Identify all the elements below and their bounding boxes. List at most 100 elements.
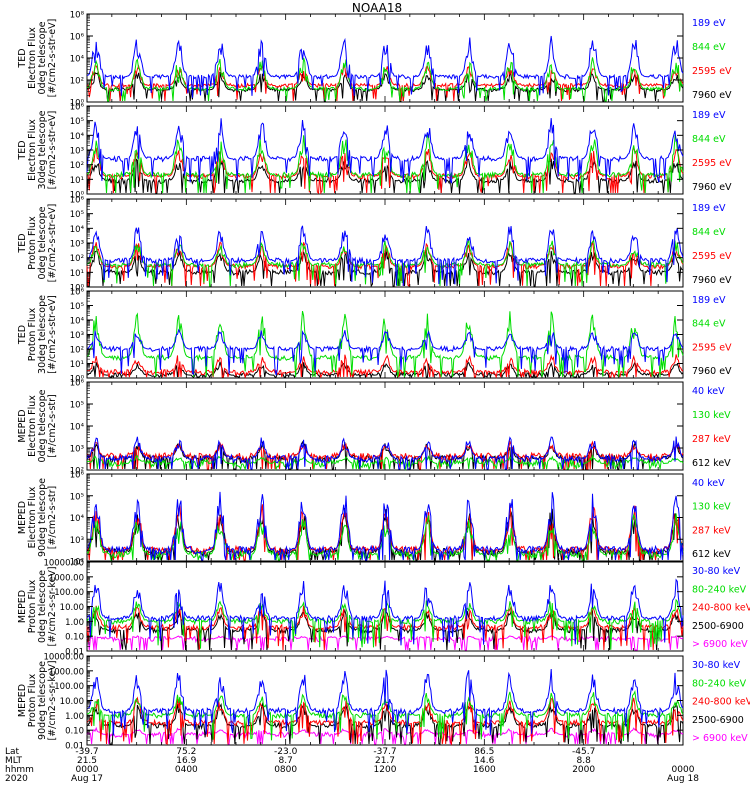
- legend-entry: 189 eV: [692, 18, 726, 29]
- ytick-label: 1.00: [65, 618, 84, 628]
- ytick-label: 10²: [70, 467, 84, 477]
- series-meped-e-90-3: [86, 491, 684, 561]
- footer-hhmm: 0800: [274, 765, 297, 775]
- ytick-label: 0.10: [65, 633, 84, 643]
- ylabel-line: TED: [17, 325, 28, 345]
- footer-lat: -45.7: [572, 747, 595, 757]
- ytick-label: 0.10: [65, 727, 84, 737]
- ytick-label: 10⁶: [70, 103, 85, 113]
- ylabel-line: 90deg telescope: [37, 478, 48, 557]
- ylabel-line: 0deg telescope: [37, 389, 48, 462]
- series-meped-p-90-0: [86, 726, 684, 745]
- footer-mlt: 21.7: [375, 756, 395, 766]
- ytick-label: 10¹: [70, 269, 84, 279]
- series-ted-p-30-3: [86, 328, 684, 376]
- ytick-label: 10⁴: [70, 132, 85, 142]
- footer-row-label: Lat: [5, 747, 20, 757]
- ytick-label: 10⁶: [70, 196, 85, 206]
- footer-mlt: 8.8: [577, 756, 592, 766]
- legend-entry: 287 keV: [692, 434, 731, 445]
- ytick-label: 10³: [70, 240, 84, 250]
- ylabel-line: MEPED: [17, 501, 28, 534]
- footer-hhmm: 0000: [672, 765, 695, 775]
- ylabel: TEDProton Flux0deg telescope[#/cm2-s-str…: [17, 204, 58, 283]
- ylabel-line: Proton Flux: [27, 673, 38, 727]
- ylabel-line: Proton Flux: [27, 579, 38, 633]
- ytick-label: 1000.00: [49, 667, 84, 677]
- ylabel-line: [#/cm2-s-str]: [47, 486, 58, 549]
- series-ted-p-0-2: [86, 238, 684, 287]
- legend-entry: 40 keV: [692, 386, 725, 397]
- ytick-label: 10⁶: [70, 471, 85, 481]
- ylabel-line: [#/cm2-s-sr-keV]: [47, 660, 58, 740]
- ytick-label: 0.01: [65, 742, 84, 752]
- footer-row-label: hhmm: [5, 765, 34, 775]
- panel-frame: [86, 13, 684, 103]
- series-meped-p-0-3: [86, 598, 684, 650]
- ytick-label: 10³: [70, 147, 84, 157]
- ytick-label: 1.00: [65, 712, 84, 722]
- legend-entry: 240-800 keV: [692, 603, 750, 614]
- footer-date-start: Aug 17: [71, 774, 103, 784]
- ylabel-line: MEPED: [17, 409, 28, 442]
- footer-hhmm: 0000: [76, 765, 99, 775]
- ytick-label: 10⁰: [70, 191, 85, 201]
- footer-date-end: Aug 18: [667, 774, 699, 784]
- ylabel-line: Electron Flux: [27, 119, 38, 181]
- ytick-label: 10²: [70, 254, 84, 264]
- legend-entry: 612 keV: [692, 458, 731, 469]
- legend-entry: 844 eV: [692, 319, 726, 330]
- legend-entry: 189 eV: [692, 295, 726, 306]
- ylabel-line: 0deg telescope: [37, 206, 48, 279]
- ylabel-line: Electron Flux: [27, 486, 38, 548]
- panel-meped-p-0: 0.010.101.0010.00100.001000.0010000.00ME…: [17, 559, 750, 658]
- ytick-label: 10⁴: [70, 514, 85, 524]
- ylabel-line: Electron Flux: [27, 27, 38, 89]
- ytick-label: 10²: [70, 558, 84, 568]
- legend-entry: 2595 eV: [692, 158, 732, 169]
- series-ted-e-0-3: [86, 35, 684, 98]
- legend-entry: 30-80 keV: [692, 566, 741, 577]
- ytick-label: 10²: [70, 346, 84, 356]
- legend-entry: 2595 eV: [692, 251, 732, 262]
- series-meped-p-90-4: [86, 668, 684, 736]
- legend-entry: 7960 eV: [692, 182, 732, 193]
- legend-entry: 7960 eV: [692, 366, 732, 377]
- ytick-label: 10⁵: [70, 302, 84, 312]
- series-meped-p-90-2: [86, 696, 684, 746]
- ylabel-line: 0deg telescope: [37, 21, 48, 94]
- footer-hhmm: 2000: [572, 765, 595, 775]
- ylabel-line: 90deg telescope: [37, 661, 48, 740]
- ytick-label: 10⁴: [70, 55, 85, 65]
- ytick-label: 10⁶: [70, 288, 85, 298]
- series-meped-p-0-4: [86, 578, 684, 646]
- legend-entry: > 6900 keV: [692, 733, 748, 744]
- ytick-label: 10⁵: [70, 210, 84, 220]
- footer-hhmm: 1200: [374, 765, 397, 775]
- ylabel: MEPEDElectron Flux90deg telescope[#/cm2-…: [17, 478, 58, 557]
- footer-lat: 86.5: [474, 747, 494, 757]
- ytick-label: 10⁵: [70, 117, 84, 127]
- legend-entry: 80-240 keV: [692, 584, 747, 595]
- footer-mlt: 16.9: [176, 756, 196, 766]
- series-ted-p-30-1: [86, 353, 684, 379]
- panel-ted-e-30: 10⁰ 10¹ 10² 10³ 10⁴ 10⁵ 10⁶ TEDElectron Flux30d…: [17, 103, 732, 201]
- series-ted-e-30-2: [86, 134, 684, 194]
- ytick-label: 0.01: [65, 648, 84, 658]
- ytick-label: 1000.00: [49, 573, 84, 583]
- ytick-label: 10²: [70, 77, 84, 87]
- ylabel-line: MEPED: [17, 590, 28, 623]
- panel-meped-e-90: 10² 10³ 10⁴ 10⁵ 10⁶ MEPEDElectron Flux90deg t…: [17, 471, 731, 568]
- legend-entry: 130 keV: [692, 502, 731, 513]
- series-ted-e-0-1: [86, 64, 684, 102]
- ylabel: MEPEDProton Flux0deg telescope[#/cm2-s-s…: [17, 566, 58, 646]
- ytick-label: 10⁰: [70, 99, 85, 109]
- ylabel-line: 30deg telescope: [37, 295, 48, 374]
- ylabel: TEDProton Flux30deg telescope[#/cm2-s-st…: [17, 295, 58, 374]
- ytick-label: 10.00: [60, 697, 84, 707]
- ytick-label: 10³: [70, 536, 84, 546]
- ytick-label: 10⁴: [70, 317, 85, 327]
- ytick-label: 10.00: [60, 603, 84, 613]
